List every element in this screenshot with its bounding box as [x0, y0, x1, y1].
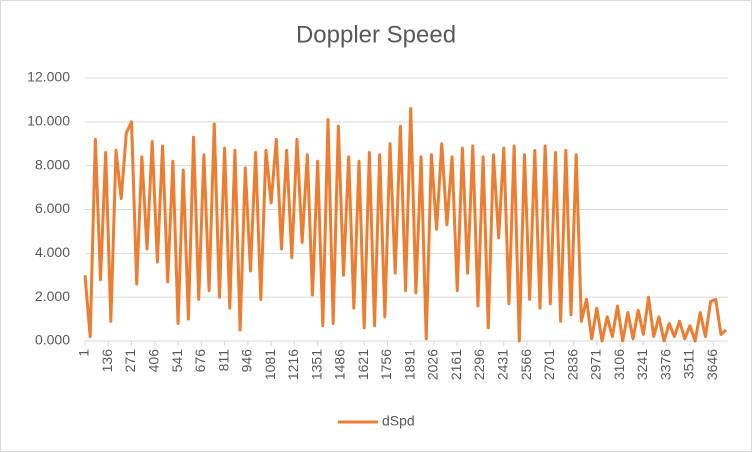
x-tick-label: 2431 [494, 349, 510, 380]
y-tick-label: 8.000 [35, 156, 70, 172]
x-tick-label: 2971 [588, 349, 604, 380]
x-tick-label: 3106 [611, 349, 627, 380]
x-tick-label: 406 [146, 349, 162, 373]
x-tick-label: 2026 [425, 349, 441, 380]
x-tick-label: 3511 [681, 349, 697, 379]
y-tick-label: 4.000 [35, 244, 70, 260]
data-line [83, 107, 728, 343]
x-tick-label: 1081 [262, 349, 278, 380]
x-tick-label: 541 [169, 349, 185, 373]
x-tick-label: 3376 [657, 349, 673, 380]
x-tick-label: 2296 [471, 349, 487, 380]
x-tick-label: 1756 [378, 349, 394, 380]
y-tick-label: 6.000 [35, 200, 70, 216]
x-tick-label: 136 [99, 349, 115, 373]
legend-label: dSpd [382, 413, 415, 429]
y-tick-label: 12.000 [27, 69, 70, 85]
x-tick-label: 2161 [448, 349, 464, 380]
chart-title: Doppler Speed [296, 21, 456, 48]
x-tick-label: 1621 [355, 349, 371, 380]
x-tick-label: 1486 [332, 349, 348, 380]
x-tick-label: 1891 [401, 349, 417, 380]
y-tick-label: 10.000 [27, 113, 70, 129]
y-tick-label: 0.000 [35, 332, 70, 348]
x-tick-label: 1 [76, 349, 92, 357]
x-tick-label: 3646 [704, 349, 720, 380]
x-tick-label: 1351 [308, 349, 324, 380]
x-tick-label: 676 [192, 349, 208, 373]
y-tick-label: 2.000 [35, 288, 70, 304]
x-tick-label: 1216 [285, 349, 301, 380]
x-tick-label: 2701 [541, 349, 557, 380]
x-tick-label: 3241 [634, 349, 650, 380]
x-tick-label: 946 [239, 349, 255, 373]
x-tick-label: 2836 [564, 349, 580, 380]
x-tick-label: 271 [122, 349, 138, 373]
x-tick-label: 811 [215, 349, 231, 372]
x-tick-label: 2566 [518, 349, 534, 380]
